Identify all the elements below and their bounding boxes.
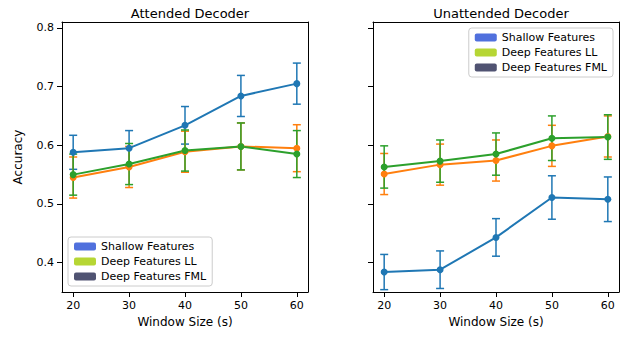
svg-text:Deep Features FML: Deep Features FML [502, 61, 608, 74]
svg-text:0.4: 0.4 [37, 256, 55, 269]
svg-text:0.8: 0.8 [37, 21, 55, 34]
svg-text:60: 60 [601, 299, 615, 312]
svg-text:Deep Features FML: Deep Features FML [101, 270, 207, 283]
svg-text:Attended Decoder: Attended Decoder [131, 6, 250, 21]
svg-text:40: 40 [489, 299, 503, 312]
svg-text:Deep Features LL: Deep Features LL [101, 255, 197, 268]
svg-text:Unattended Decoder: Unattended Decoder [433, 6, 569, 21]
svg-text:50: 50 [545, 299, 559, 312]
svg-text:50: 50 [234, 299, 248, 312]
svg-text:0.7: 0.7 [37, 80, 55, 93]
svg-text:Window Size (s): Window Size (s) [137, 315, 232, 329]
svg-text:20: 20 [377, 299, 391, 312]
svg-text:Shallow Features: Shallow Features [502, 31, 596, 44]
svg-text:Accuracy: Accuracy [11, 130, 25, 185]
svg-text:30: 30 [122, 299, 136, 312]
svg-text:0.5: 0.5 [37, 197, 55, 210]
svg-text:Shallow Features: Shallow Features [101, 240, 195, 253]
svg-text:20: 20 [66, 299, 80, 312]
svg-text:0.6: 0.6 [37, 139, 55, 152]
svg-text:40: 40 [178, 299, 192, 312]
svg-text:Window Size (s): Window Size (s) [448, 315, 543, 329]
svg-text:Deep Features LL: Deep Features LL [502, 46, 598, 59]
svg-text:60: 60 [290, 299, 304, 312]
svg-text:30: 30 [433, 299, 447, 312]
